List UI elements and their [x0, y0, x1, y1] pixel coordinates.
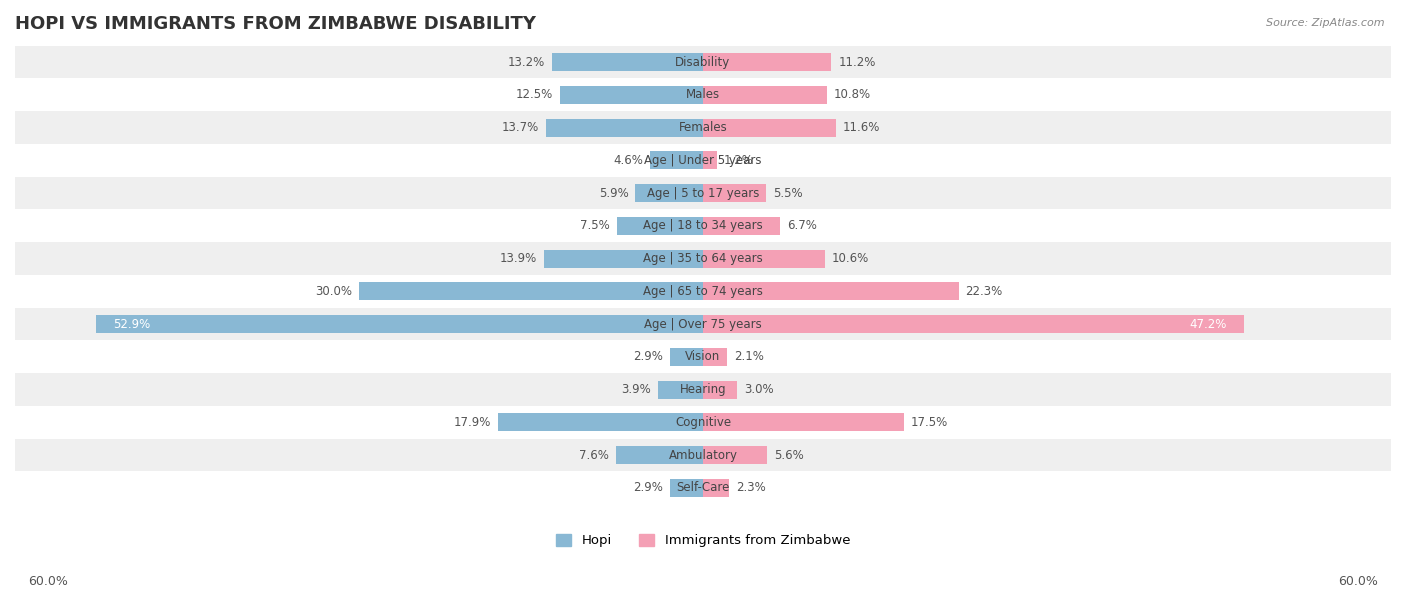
Text: 5.6%: 5.6%: [775, 449, 804, 461]
Bar: [359, 282, 703, 300]
Text: 22.3%: 22.3%: [966, 285, 1002, 298]
Text: Age | Over 75 years: Age | Over 75 years: [644, 318, 762, 330]
Bar: [703, 217, 780, 235]
Bar: [15, 340, 1391, 373]
Bar: [650, 151, 703, 170]
Text: Age | 5 to 17 years: Age | 5 to 17 years: [647, 187, 759, 200]
Bar: [703, 282, 959, 300]
Text: Cognitive: Cognitive: [675, 416, 731, 429]
Text: 10.8%: 10.8%: [834, 88, 870, 102]
Bar: [15, 111, 1391, 144]
Text: 3.0%: 3.0%: [744, 383, 773, 396]
Bar: [658, 381, 703, 398]
Text: 2.9%: 2.9%: [633, 481, 662, 494]
Text: 5.9%: 5.9%: [599, 187, 628, 200]
Bar: [703, 151, 717, 170]
Bar: [703, 184, 766, 202]
Text: 30.0%: 30.0%: [315, 285, 352, 298]
Bar: [97, 315, 703, 333]
Text: 13.7%: 13.7%: [502, 121, 538, 134]
Text: 10.6%: 10.6%: [831, 252, 869, 265]
Bar: [703, 315, 1244, 333]
Text: 6.7%: 6.7%: [787, 219, 817, 233]
Bar: [544, 250, 703, 267]
Text: Self-Care: Self-Care: [676, 481, 730, 494]
Bar: [669, 348, 703, 366]
Bar: [15, 177, 1391, 209]
Text: 12.5%: 12.5%: [516, 88, 553, 102]
Bar: [15, 471, 1391, 504]
Text: Females: Females: [679, 121, 727, 134]
Bar: [15, 373, 1391, 406]
Text: 7.6%: 7.6%: [579, 449, 609, 461]
Text: 17.5%: 17.5%: [911, 416, 948, 429]
Bar: [703, 250, 824, 267]
Text: 11.6%: 11.6%: [842, 121, 880, 134]
Bar: [669, 479, 703, 497]
Bar: [703, 479, 730, 497]
Text: 60.0%: 60.0%: [28, 575, 67, 588]
Text: 11.2%: 11.2%: [838, 56, 876, 69]
Bar: [703, 53, 831, 71]
Bar: [703, 348, 727, 366]
Text: Age | 18 to 34 years: Age | 18 to 34 years: [643, 219, 763, 233]
Text: HOPI VS IMMIGRANTS FROM ZIMBABWE DISABILITY: HOPI VS IMMIGRANTS FROM ZIMBABWE DISABIL…: [15, 15, 536, 33]
Text: Age | 35 to 64 years: Age | 35 to 64 years: [643, 252, 763, 265]
Bar: [703, 86, 827, 104]
Text: 2.9%: 2.9%: [633, 350, 662, 364]
Bar: [15, 242, 1391, 275]
Bar: [15, 144, 1391, 177]
Text: Hearing: Hearing: [679, 383, 727, 396]
Bar: [617, 217, 703, 235]
Text: Males: Males: [686, 88, 720, 102]
Text: 3.9%: 3.9%: [621, 383, 651, 396]
Text: Source: ZipAtlas.com: Source: ZipAtlas.com: [1267, 18, 1385, 28]
Bar: [703, 381, 737, 398]
Text: 5.5%: 5.5%: [773, 187, 803, 200]
Bar: [15, 439, 1391, 471]
Text: 52.9%: 52.9%: [114, 318, 150, 330]
Text: Age | Under 5 years: Age | Under 5 years: [644, 154, 762, 167]
Text: 7.5%: 7.5%: [581, 219, 610, 233]
Bar: [15, 406, 1391, 439]
Bar: [616, 446, 703, 464]
Bar: [551, 53, 703, 71]
Bar: [546, 119, 703, 136]
Bar: [703, 446, 768, 464]
Bar: [15, 308, 1391, 340]
Text: Ambulatory: Ambulatory: [668, 449, 738, 461]
Bar: [15, 78, 1391, 111]
Text: 4.6%: 4.6%: [613, 154, 644, 167]
Text: 1.2%: 1.2%: [724, 154, 754, 167]
Text: 13.2%: 13.2%: [508, 56, 544, 69]
Bar: [636, 184, 703, 202]
Bar: [15, 209, 1391, 242]
Text: 2.1%: 2.1%: [734, 350, 763, 364]
Bar: [498, 413, 703, 431]
Legend: Hopi, Immigrants from Zimbabwe: Hopi, Immigrants from Zimbabwe: [550, 529, 856, 553]
Text: 17.9%: 17.9%: [454, 416, 491, 429]
Bar: [560, 86, 703, 104]
Text: 60.0%: 60.0%: [1339, 575, 1378, 588]
Text: Vision: Vision: [685, 350, 721, 364]
Text: 13.9%: 13.9%: [499, 252, 537, 265]
Bar: [15, 275, 1391, 308]
Text: Age | 65 to 74 years: Age | 65 to 74 years: [643, 285, 763, 298]
Text: 2.3%: 2.3%: [737, 481, 766, 494]
Text: Disability: Disability: [675, 56, 731, 69]
Bar: [703, 119, 837, 136]
Bar: [15, 46, 1391, 78]
Text: 47.2%: 47.2%: [1189, 318, 1227, 330]
Bar: [703, 413, 904, 431]
